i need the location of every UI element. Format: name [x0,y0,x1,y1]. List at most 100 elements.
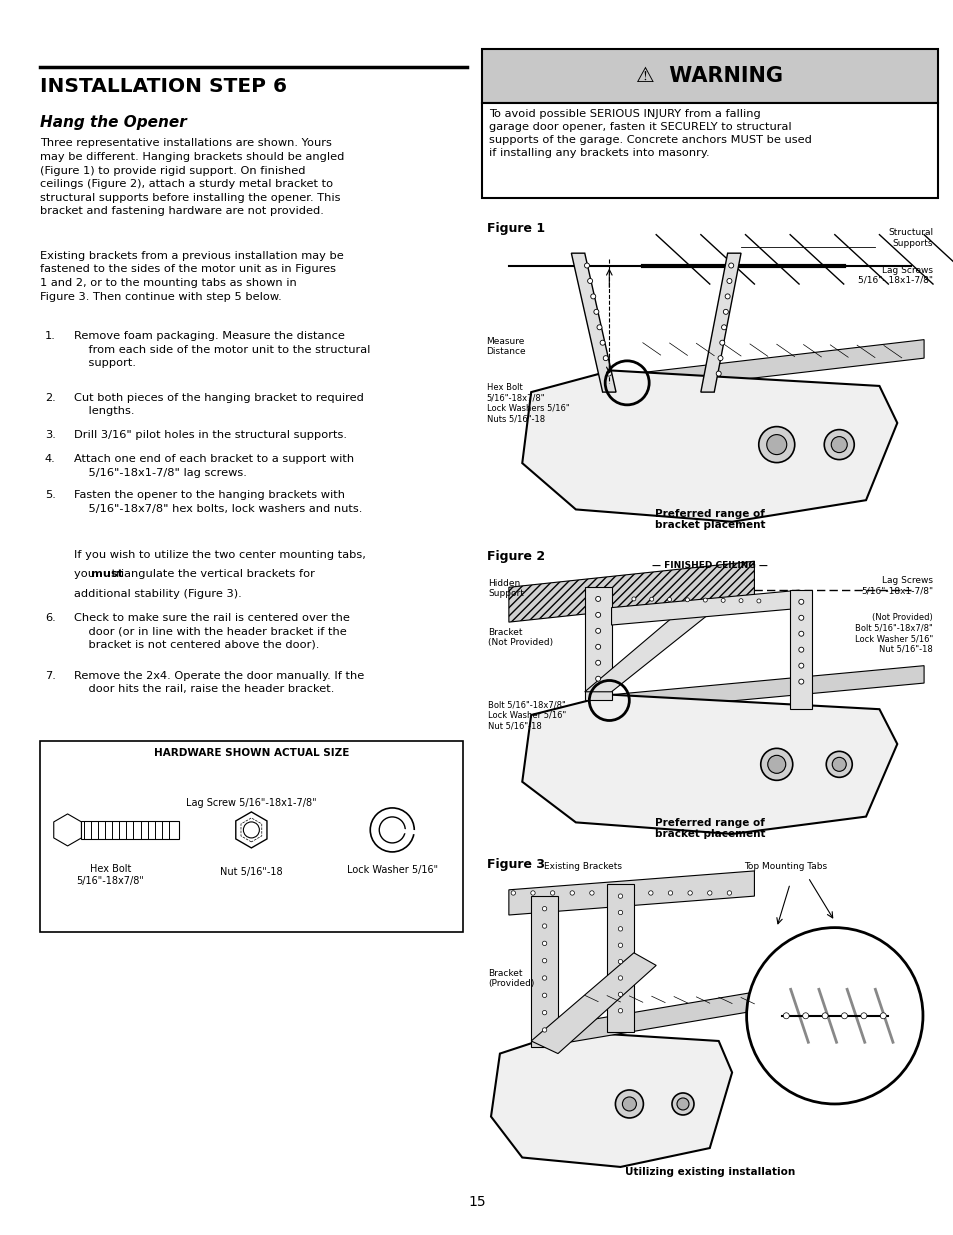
Circle shape [746,927,922,1104]
Text: Lag Screw 5/16"-18x1-7/8": Lag Screw 5/16"-18x1-7/8" [186,798,316,808]
Circle shape [595,613,600,618]
Text: Figure 3: Figure 3 [486,858,544,872]
Circle shape [702,598,706,603]
Text: (Not Provided)
Bolt 5/16"-18x7/8"
Lock Washer 5/16"
Nut 5/16"-18: (Not Provided) Bolt 5/16"-18x7/8" Lock W… [854,614,932,653]
Circle shape [821,1013,827,1019]
Circle shape [801,1013,808,1019]
Circle shape [599,340,604,346]
Text: Bolt 5/16"-18x7/8"
Lock Washer 5/16"
Nut 5/16"-18: Bolt 5/16"-18x7/8" Lock Washer 5/16" Nut… [488,700,566,730]
Polygon shape [584,605,709,692]
Circle shape [595,645,600,650]
Circle shape [542,941,546,946]
Circle shape [648,890,653,895]
Circle shape [589,890,594,895]
Circle shape [511,890,515,895]
Circle shape [726,278,731,284]
Circle shape [798,663,803,668]
Circle shape [677,1098,688,1110]
Text: triangulate the vertical brackets for: triangulate the vertical brackets for [108,569,314,579]
Polygon shape [606,340,923,395]
Circle shape [542,958,546,963]
Bar [80,821,179,839]
Circle shape [798,679,803,684]
Text: Remove foam packaging. Measure the distance
    from each side of the motor unit: Remove foam packaging. Measure the dista… [74,331,371,368]
Circle shape [667,598,671,601]
Text: Structural
Supports: Structural Supports [887,228,932,248]
Circle shape [243,823,259,837]
Text: Existing brackets from a previous installation may be
fastened to the sides of t: Existing brackets from a previous instal… [40,251,343,301]
Circle shape [602,356,608,361]
Text: INSTALLATION STEP 6: INSTALLATION STEP 6 [40,77,287,95]
Text: 6.: 6. [45,613,55,622]
Circle shape [609,890,613,895]
Text: Utilizing existing installation: Utilizing existing installation [624,1167,794,1177]
Circle shape [618,976,622,981]
Text: Bracket
(Provided): Bracket (Provided) [488,968,535,988]
Text: Bracket
(Not Provided): Bracket (Not Provided) [488,627,553,647]
Polygon shape [558,990,762,1044]
Text: HARDWARE SHOWN ACTUAL SIZE: HARDWARE SHOWN ACTUAL SIZE [153,748,349,758]
Circle shape [370,808,414,852]
Circle shape [739,599,742,603]
Text: Remove the 2x4. Operate the door manually. If the
    door hits the rail, raise : Remove the 2x4. Operate the door manuall… [74,671,364,694]
Circle shape [831,757,845,772]
Circle shape [542,976,546,981]
Circle shape [718,356,722,361]
Circle shape [782,1013,788,1019]
Polygon shape [611,666,923,713]
Polygon shape [611,590,807,625]
Circle shape [621,1097,636,1112]
Circle shape [760,748,792,781]
Polygon shape [700,253,740,393]
Circle shape [595,629,600,634]
Polygon shape [606,883,633,1031]
Circle shape [595,597,600,601]
Bar [481,49,937,103]
Text: Cut both pieces of the hanging bracket to required
    lengths.: Cut both pieces of the hanging bracket t… [74,393,364,416]
Circle shape [542,1010,546,1015]
Text: ⚠  WARNING: ⚠ WARNING [636,65,782,86]
Circle shape [707,890,711,895]
Circle shape [606,370,611,377]
Text: Top Mounting Tabs: Top Mounting Tabs [743,862,826,871]
Text: Nut 5/16"-18: Nut 5/16"-18 [220,867,282,877]
Text: Attach one end of each bracket to a support with
    5/16"-18x1-7/8" lag screws.: Attach one end of each bracket to a supp… [74,454,355,478]
Circle shape [720,599,724,603]
Circle shape [766,435,786,454]
Circle shape [798,647,803,652]
Text: Lag Screws
5/16"- 18x1-7/8": Lag Screws 5/16"- 18x1-7/8" [857,266,932,285]
Polygon shape [521,370,897,522]
Circle shape [595,661,600,666]
Bar [481,103,937,198]
Circle shape [618,944,622,947]
Circle shape [841,1013,846,1019]
Text: Hex Bolt
5/16"-18x7/8"
Lock Washers 5/16"
Nuts 5/16"-18: Hex Bolt 5/16"-18x7/8" Lock Washers 5/16… [486,383,569,424]
Circle shape [671,1093,693,1115]
Text: Preferred range of
bracket placement: Preferred range of bracket placement [654,818,764,839]
Text: Existing Brackets: Existing Brackets [543,862,621,871]
Circle shape [570,890,574,895]
Text: must: must [91,569,123,579]
Polygon shape [491,1031,731,1167]
Text: Three representative installations are shown. Yours
may be different. Hanging br: Three representative installations are s… [40,138,344,216]
Circle shape [595,677,600,682]
Polygon shape [521,694,897,834]
Circle shape [618,960,622,963]
Text: 3.: 3. [45,430,55,440]
Circle shape [631,597,636,601]
Polygon shape [531,953,656,1053]
Text: Lock Washer 5/16": Lock Washer 5/16" [346,864,437,874]
Text: additional stability (Figure 3).: additional stability (Figure 3). [74,589,242,599]
Text: 5.: 5. [45,490,55,500]
Text: Figure 2: Figure 2 [486,550,544,563]
Circle shape [724,294,729,299]
Circle shape [618,894,622,898]
Circle shape [542,993,546,998]
Circle shape [618,910,622,915]
Text: you: you [74,569,99,579]
Circle shape [767,756,785,773]
Circle shape [798,631,803,636]
Text: — FINISHED CEILING —: — FINISHED CEILING — [651,561,767,571]
Circle shape [716,370,720,377]
Text: Figure 1: Figure 1 [486,222,544,236]
